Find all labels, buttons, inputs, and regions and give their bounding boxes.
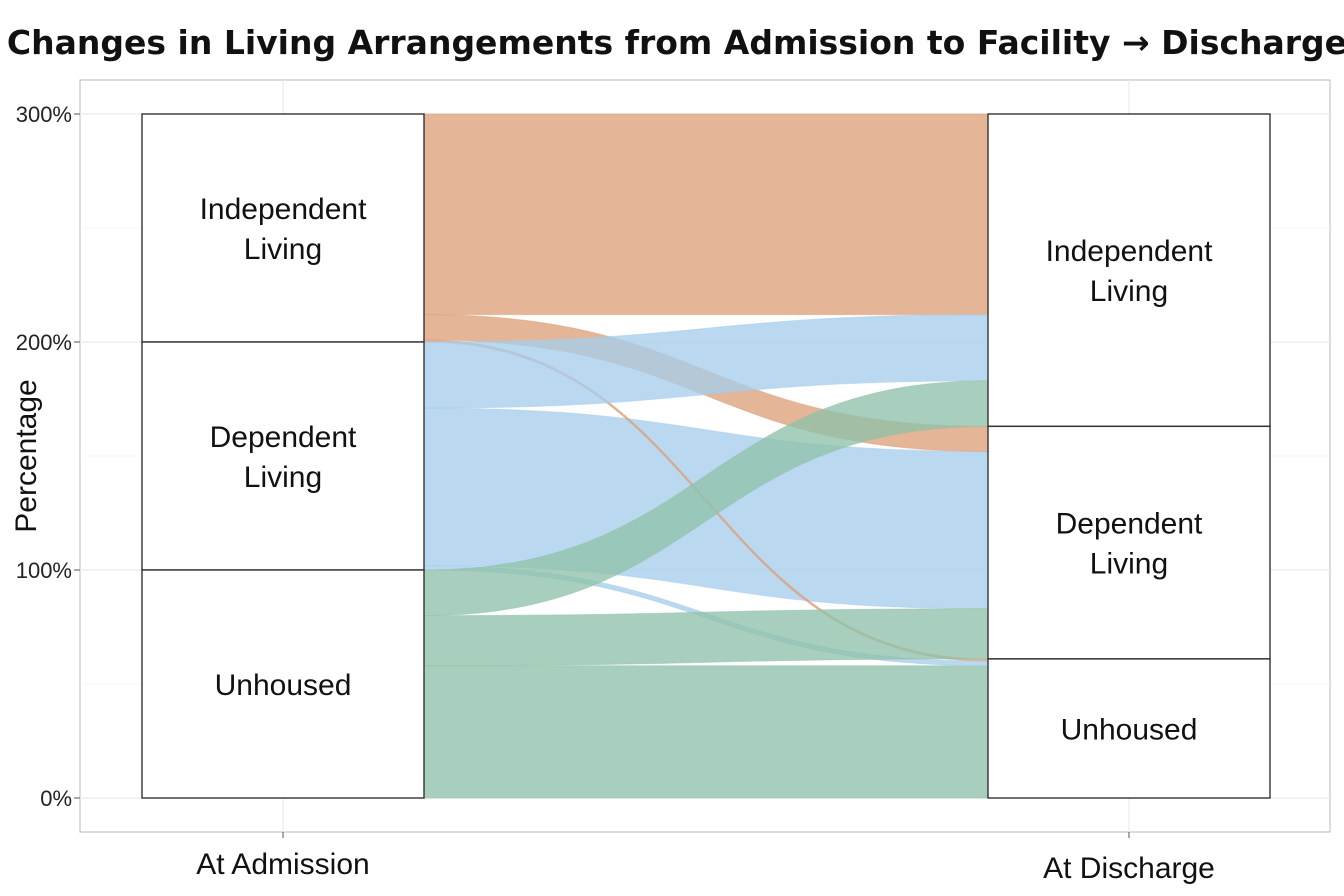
flow-unhoused-to-unhoused bbox=[423, 665, 989, 799]
admission-stratum-label-dependent-living: Dependent bbox=[210, 421, 357, 454]
discharge-stratum-dependent-living bbox=[987, 425, 1271, 660]
admission-stratum-label-unhoused: Unhoused bbox=[215, 669, 352, 702]
y-axis: 0% 100% 200% 300% bbox=[16, 102, 80, 811]
admission-stratum-independent-living bbox=[141, 113, 425, 343]
strata: Independent Living Dependent Living Unhoused… bbox=[141, 113, 1271, 799]
discharge-stratum-independent-living bbox=[987, 113, 1271, 428]
admission-stratum-dependent-living bbox=[141, 341, 425, 571]
y-tick-label: 200% bbox=[16, 330, 72, 355]
y-tick-label: 300% bbox=[16, 102, 72, 127]
admission-stratum-label-independent-living: Living bbox=[244, 233, 322, 266]
admission-stratum-label-independent-living: Independent bbox=[200, 193, 367, 226]
y-axis-label: Percentage bbox=[10, 379, 43, 532]
flows bbox=[423, 113, 989, 799]
chart-title: Changes in Living Arrangements from Admi… bbox=[7, 23, 1344, 62]
x-tick-label-at-discharge: At Discharge bbox=[1043, 852, 1215, 885]
x-axis: At Admission At Discharge bbox=[196, 832, 1215, 885]
discharge-stratum-label-unhoused: Unhoused bbox=[1061, 713, 1198, 746]
admission-stratum-label-dependent-living: Living bbox=[244, 461, 322, 494]
discharge-stratum-label-independent-living: Independent bbox=[1046, 235, 1213, 268]
admission-stratum-unhoused bbox=[141, 569, 425, 799]
flow-unhoused-to-dependent-living bbox=[423, 608, 989, 667]
x-tick-label-at-admission: At Admission bbox=[196, 848, 369, 881]
discharge-stratum-unhoused bbox=[987, 658, 1271, 799]
y-tick-label: 100% bbox=[16, 558, 72, 583]
discharge-stratum-label-dependent-living: Dependent bbox=[1056, 508, 1203, 541]
y-tick-label: 0% bbox=[40, 786, 72, 811]
discharge-stratum-label-dependent-living: Living bbox=[1090, 548, 1168, 581]
discharge-stratum-label-independent-living: Living bbox=[1090, 275, 1168, 308]
flow-independent-living-to-independent-living bbox=[423, 113, 989, 316]
